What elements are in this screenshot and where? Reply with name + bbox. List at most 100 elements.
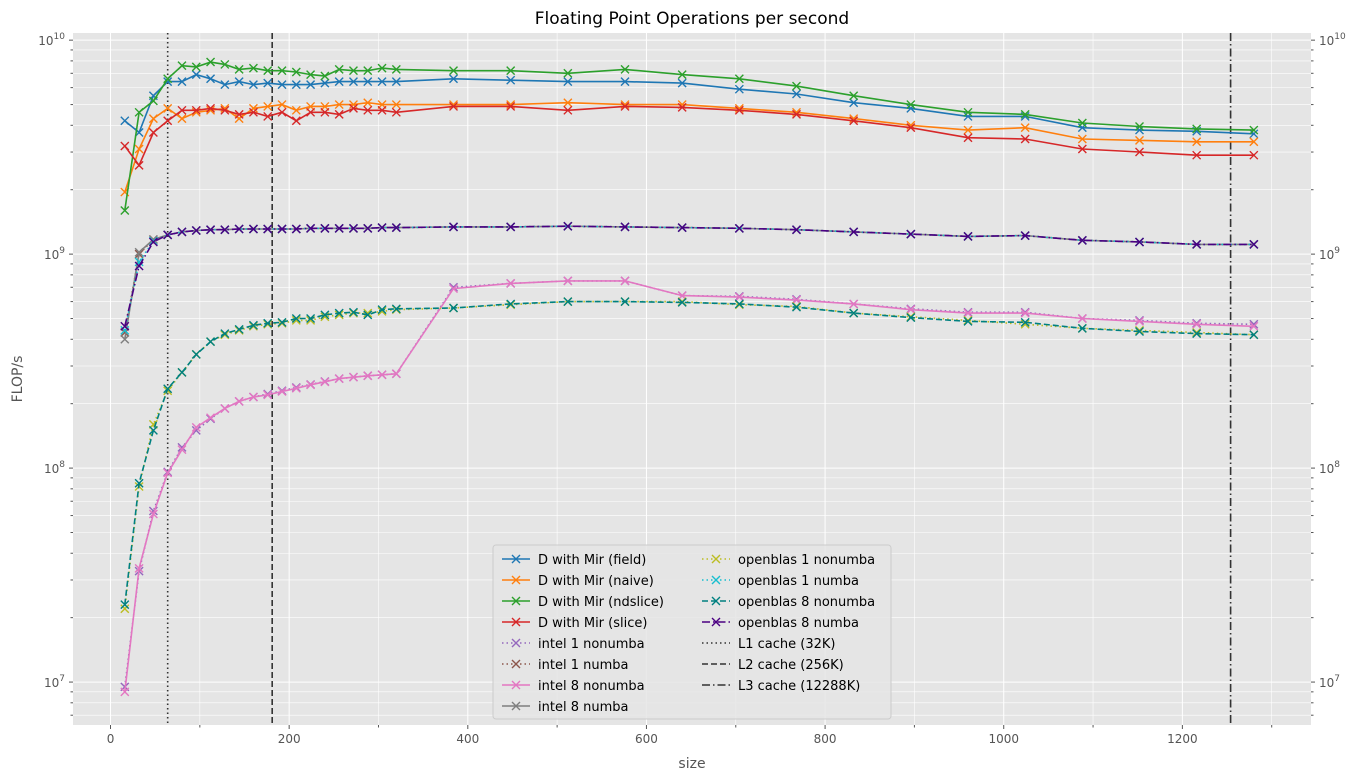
y-tick-label: 108 [1319,460,1340,476]
data-point [320,377,330,387]
data-point [191,349,201,359]
legend-label: D with Mir (ndslice) [538,595,664,610]
data-point [277,80,287,90]
data-point [792,81,802,91]
data-point [148,237,158,247]
data-point [277,317,287,327]
data-point [506,75,516,85]
legend-label: intel 1 nonumba [538,637,645,652]
data-point [906,305,916,315]
series-7 [120,276,1259,697]
data-point [234,224,244,234]
data-point [177,77,187,87]
data-point [206,413,216,423]
data-point [120,687,130,697]
data-point [1249,129,1259,139]
data-point [334,223,344,233]
data-point [1020,317,1030,327]
data-point [334,100,344,110]
data-point [306,380,316,390]
data-point [248,320,258,330]
data-point [734,105,744,115]
data-point [506,299,516,309]
series-group [120,57,1259,697]
data-point [277,387,287,397]
data-point [163,74,173,84]
data-point [248,107,258,117]
y-tick-label: 109 [44,246,65,262]
data-point [734,74,744,84]
data-point [206,337,216,347]
data-point [849,98,859,108]
data-point [291,105,301,115]
data-point [163,116,173,126]
data-point [148,509,158,519]
data-point [291,224,301,234]
data-point [163,103,173,113]
legend-label: intel 8 nonumba [538,679,645,694]
y-tick-label: 1010 [38,32,65,48]
data-point [792,109,802,119]
data-point [1135,316,1144,326]
data-point [363,105,373,115]
data-point [1192,319,1202,329]
data-point [120,600,130,610]
data-point [1020,308,1030,318]
data-point [849,299,859,309]
data-point [148,425,158,435]
data-point [563,77,573,87]
data-point [177,114,187,124]
data-point [120,205,130,215]
data-point [377,105,387,115]
data-point [248,224,258,234]
data-point [391,304,401,314]
data-point [363,77,373,87]
data-point [334,64,344,74]
data-point [377,370,387,380]
data-point [234,64,244,74]
legend-marker [511,701,521,711]
data-point [1135,147,1144,157]
data-point [120,334,130,344]
data-point [1077,118,1087,128]
legend-marker [711,575,721,585]
series-2 [120,98,1259,197]
y-axis: 107 108 109 1010 [38,32,73,716]
legend-label: openblas 8 nonumba [738,595,875,610]
data-point [792,89,802,99]
legend-label: D with Mir (slice) [538,616,647,631]
series-12 [120,221,1259,331]
data-point [220,80,230,90]
data-point [563,68,573,78]
legend-label: intel 8 numba [538,700,628,715]
data-point [320,310,330,320]
data-point [506,222,516,232]
data-point [291,314,301,324]
data-point [1020,123,1030,133]
data-point [348,66,358,76]
y-axis-right: 107 108 109 1010 [1311,32,1346,716]
data-point [449,74,459,84]
data-point [120,325,130,335]
data-point [191,70,201,80]
data-point [620,297,630,307]
grid [73,33,1311,725]
legend-label: intel 1 numba [538,658,628,673]
y-tick-label: 109 [1319,246,1340,262]
data-point [963,308,973,318]
data-point [191,225,201,235]
data-point [234,396,244,406]
data-point [734,223,744,233]
legend-marker [711,617,721,627]
data-point [506,278,516,288]
cache-lines [166,33,1232,725]
x-tick-label: 1200 [1167,732,1198,746]
data-point [220,403,230,413]
data-point [363,371,373,381]
legend-label: openblas 1 nonumba [738,553,875,568]
legend-marker [511,596,521,606]
data-point [306,70,316,80]
data-point [963,231,973,241]
data-point [263,78,273,88]
data-point [177,367,187,377]
